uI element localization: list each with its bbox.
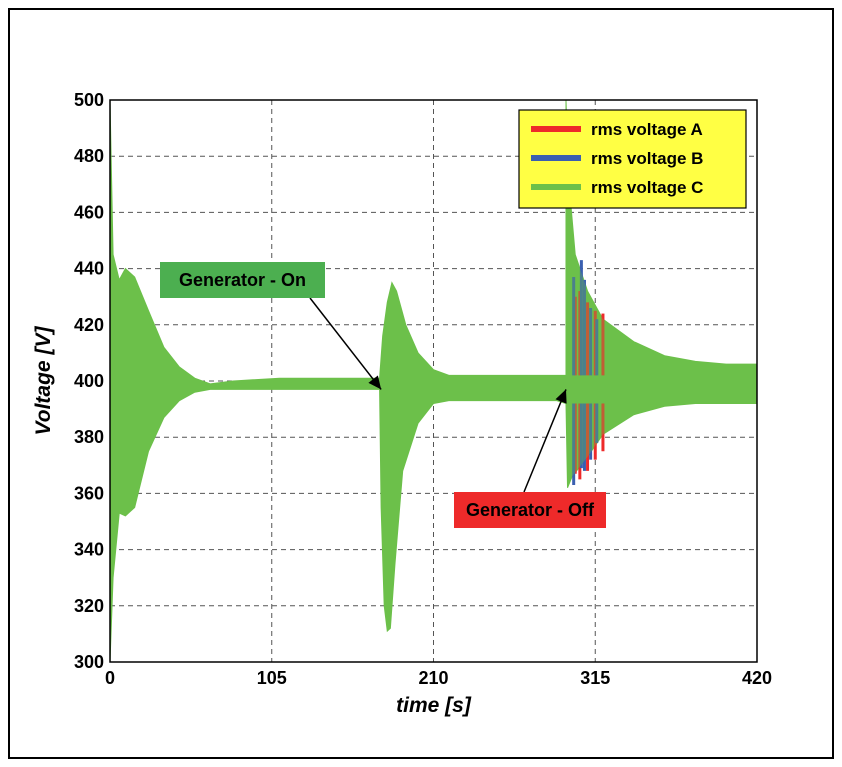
y-tick-label: 500 bbox=[74, 90, 104, 110]
legend-label: rms voltage C bbox=[591, 178, 703, 197]
annotations: Generator - On Generator - Off bbox=[160, 262, 606, 528]
y-axis-label: Voltage [V] bbox=[32, 326, 55, 436]
legend-label: rms voltage B bbox=[591, 149, 703, 168]
legend-label: rms voltage A bbox=[591, 120, 703, 139]
y-tick-label: 320 bbox=[74, 596, 104, 616]
axes-box bbox=[109, 99, 758, 663]
annotation-box bbox=[454, 492, 606, 528]
x-axis-ticks: 0 105 210 315 420 bbox=[105, 668, 772, 688]
x-axis-label: time [s] bbox=[396, 694, 472, 717]
annotation-arrowhead bbox=[555, 389, 567, 404]
y-tick-label: 300 bbox=[74, 652, 104, 672]
y-tick-label: 340 bbox=[74, 540, 104, 560]
y-tick-label: 360 bbox=[74, 483, 104, 503]
x-tick-label: 420 bbox=[742, 668, 772, 688]
annotation-generator-off: Generator - Off bbox=[454, 389, 606, 528]
annotation-arrow-line bbox=[309, 297, 382, 390]
annotation-box bbox=[160, 262, 325, 298]
y-tick-label: 480 bbox=[74, 146, 104, 166]
y-axis-ticks: 300 320 340 360 380 400 420 440 460 480 500 bbox=[74, 90, 104, 672]
y-tick-label: 460 bbox=[74, 202, 104, 222]
y-tick-label: 400 bbox=[74, 371, 104, 391]
x-tick-label: 105 bbox=[257, 668, 287, 688]
y-tick-label: 440 bbox=[74, 259, 104, 279]
legend: rms voltage A rms voltage B rms voltage C bbox=[518, 109, 747, 209]
x-tick-label: 210 bbox=[418, 668, 448, 688]
annotation-arrowhead bbox=[368, 375, 382, 390]
annotation-arrow-line bbox=[523, 389, 567, 493]
annotation-text: Generator - Off bbox=[466, 500, 595, 520]
annotation-generator-on: Generator - On bbox=[160, 262, 382, 390]
x-tick-label: 0 bbox=[105, 668, 115, 688]
y-tick-label: 420 bbox=[74, 315, 104, 335]
y-tick-label: 380 bbox=[74, 427, 104, 447]
series-rms-voltage-c-overlay bbox=[110, 100, 757, 662]
x-tick-label: 315 bbox=[580, 668, 610, 688]
annotation-text: Generator - On bbox=[179, 270, 306, 290]
